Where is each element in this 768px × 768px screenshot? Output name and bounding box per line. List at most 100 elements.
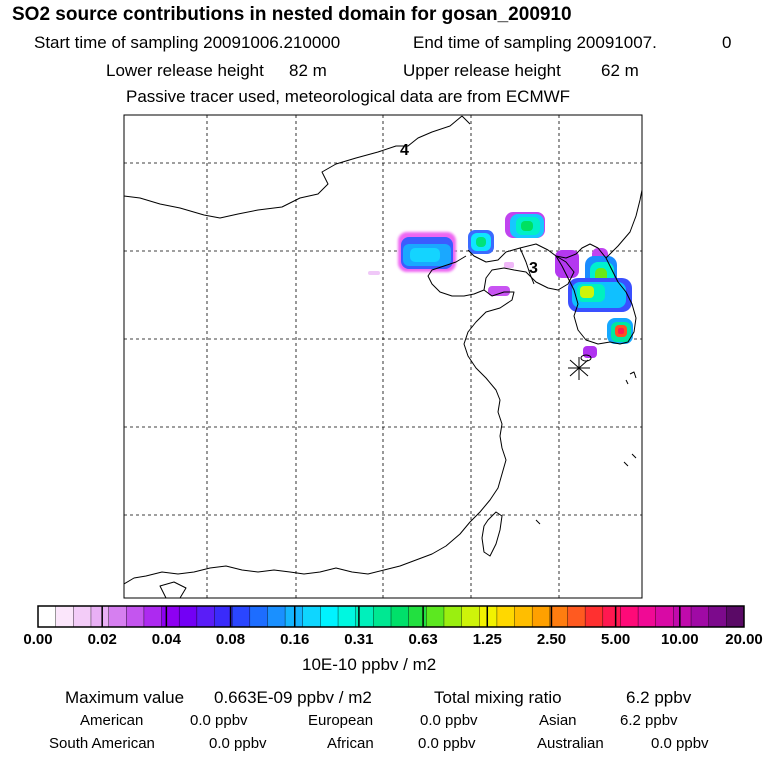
colorbar-major-dividers — [101, 606, 681, 627]
coast-korea — [555, 243, 637, 345]
receptor-star-icon — [568, 357, 590, 380]
coast-islet-5 — [535, 519, 541, 525]
colorbar-tick-label: 2.50 — [536, 631, 567, 648]
coast-shandong-west — [427, 255, 485, 297]
colorbar-cell — [691, 606, 710, 627]
colorbar-cell — [179, 606, 198, 627]
colorbar-tick-label: 0.63 — [408, 631, 438, 648]
colorbar-cell — [126, 606, 145, 627]
plume-korea-south — [607, 318, 633, 344]
total-mixing-label: Total mixing ratio — [434, 688, 562, 707]
region-south-american-value: 0.0 ppbv — [209, 735, 267, 752]
plume-bohai — [488, 286, 510, 296]
colorbar-cell — [426, 606, 445, 627]
colorbar-cell — [673, 606, 692, 627]
colorbar-units: 10E-10 ppbv / m2 — [302, 655, 437, 674]
lower-release-value: 82 m — [289, 61, 327, 80]
colorbar-cell — [196, 606, 215, 627]
colorbar-cell — [55, 606, 74, 627]
colorbar-cell — [638, 606, 657, 627]
max-value-label: Maximum value — [65, 688, 185, 707]
concentration-field — [368, 212, 633, 358]
region-european-name: European — [308, 712, 374, 729]
colorbar-cell — [532, 606, 551, 627]
colorbar-cell — [602, 606, 621, 627]
region-african-name: African — [327, 735, 374, 752]
colorbar-cell — [267, 606, 286, 627]
coast-hainan — [159, 581, 187, 598]
colorbar-cell — [38, 606, 57, 627]
colorbar-frame — [37, 605, 745, 628]
region-african-value: 0.0 ppbv — [418, 735, 476, 752]
coast-china — [124, 243, 575, 585]
plume-beijing — [468, 230, 494, 254]
colorbar-tick-label: 0.16 — [280, 631, 310, 648]
coast-islet-1 — [629, 371, 637, 379]
region-asian-name: Asian — [539, 712, 577, 729]
region-american-value: 0.0 ppbv — [190, 712, 248, 729]
colorbar-tick-label: 0.00 — [23, 631, 53, 648]
colorbar-cell — [655, 606, 674, 627]
plume-north — [505, 212, 545, 238]
colorbar-cell — [143, 606, 162, 627]
map-title: SO2 source contributions in nested domai… — [12, 4, 572, 25]
lower-release-label: Lower release height — [106, 61, 264, 80]
colorbar-tick-label: 0.08 — [215, 631, 246, 648]
tracer-note: Passive tracer used, meteorological data… — [126, 87, 571, 106]
plume-inner-mongolia — [398, 232, 456, 272]
region-european-value: 0.0 ppbv — [420, 712, 478, 729]
colorbar-cells — [38, 606, 745, 627]
colorbar-cell — [338, 606, 357, 627]
colorbar-cell — [708, 606, 727, 627]
colorbar-cell — [391, 606, 410, 627]
colorbar-tick-label: 0.04 — [151, 631, 181, 648]
colorbar-cell — [108, 606, 127, 627]
colorbar-tick-label: 20.00 — [725, 631, 763, 648]
colorbar-cell — [461, 606, 480, 627]
total-mixing-value: 6.2 ppbv — [626, 688, 692, 707]
colorbar-cell — [479, 606, 498, 627]
coast-taiwan — [481, 511, 503, 557]
colorbar-tick-label: 5.00 — [600, 631, 631, 648]
coast-jeju — [580, 354, 592, 362]
border-mongolia — [124, 115, 463, 219]
coast-islet-2 — [625, 379, 629, 385]
colorbar-cell — [620, 606, 639, 627]
map-label-3: 3 — [529, 260, 538, 277]
end-time-label: End time of sampling 20091007. — [413, 33, 657, 52]
colorbar-cell — [249, 606, 268, 627]
border-northeast — [461, 115, 471, 125]
colorbar-cell — [320, 606, 339, 627]
colorbar-cell — [408, 606, 427, 627]
graticule — [124, 115, 642, 598]
coast-liaodong — [519, 247, 535, 285]
map-label-4: 4 — [400, 142, 409, 159]
colorbar-tick-label: 1.25 — [472, 631, 502, 648]
colorbar-cell — [214, 606, 233, 627]
plume-korea-central — [568, 278, 632, 312]
coast-northeast — [605, 189, 642, 259]
upper-release-label: Upper release height — [403, 61, 561, 80]
colorbar-tick-label: 0.31 — [344, 631, 374, 648]
colorbar-cell — [373, 606, 392, 627]
start-time-label: Start time of sampling 20091006.210000 — [34, 33, 341, 52]
colorbar-cell — [302, 606, 321, 627]
region-australian-value: 0.0 ppbv — [651, 735, 709, 752]
colorbar-cell — [514, 606, 533, 627]
coastlines — [124, 115, 642, 598]
region-american-name: American — [80, 712, 144, 729]
colorbar-cell — [585, 606, 604, 627]
upper-release-value: 62 m — [601, 61, 639, 80]
colorbar-cell — [549, 606, 568, 627]
colorbar-cell — [567, 606, 586, 627]
colorbar-cell — [90, 606, 109, 627]
end-time-value: 0 — [722, 33, 732, 52]
colorbar-tick-label: 0.02 — [87, 631, 117, 648]
region-south-american-name: South American — [49, 735, 155, 752]
colorbar-tick-label: 10.00 — [661, 631, 699, 648]
colorbar-cell — [161, 606, 180, 627]
region-australian-name: Australian — [537, 735, 604, 752]
colorbar-cell — [726, 606, 745, 627]
region-asian-value: 6.2 ppbv — [620, 712, 678, 729]
